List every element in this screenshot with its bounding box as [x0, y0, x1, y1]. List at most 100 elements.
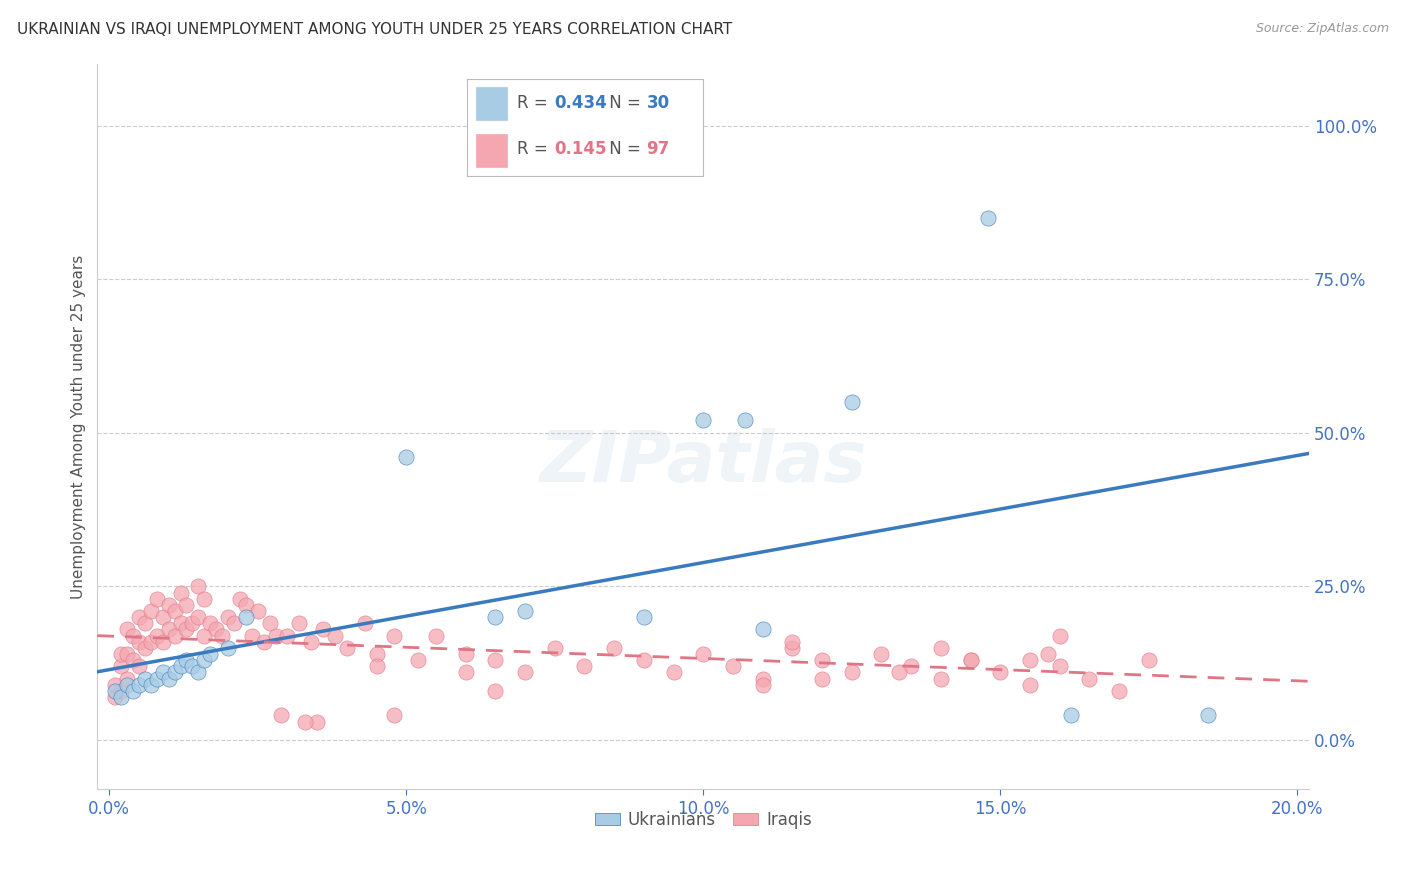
Point: [200, 647, 222, 661]
Point: [751, 678, 773, 692]
Text: Source: ZipAtlas.com: Source: ZipAtlas.com: [1256, 22, 1389, 36]
Point: [115, 647, 138, 661]
Point: [454, 647, 477, 661]
Point: [751, 672, 773, 686]
Point: [1049, 659, 1071, 673]
Point: [977, 211, 1000, 225]
Point: [382, 629, 405, 643]
Point: [181, 659, 204, 673]
Point: [253, 634, 276, 648]
Point: [152, 610, 174, 624]
Point: [988, 665, 1011, 680]
Point: [110, 684, 132, 698]
Point: [574, 659, 596, 673]
Point: [169, 659, 191, 673]
Y-axis label: Unemployment Among Youth under 25 years: Unemployment Among Youth under 25 years: [72, 254, 86, 599]
Point: [222, 616, 245, 631]
Point: [187, 665, 209, 680]
Point: [353, 616, 375, 631]
Point: [484, 653, 506, 667]
Point: [139, 634, 162, 648]
Point: [110, 647, 132, 661]
Point: [425, 629, 447, 643]
Point: [193, 591, 215, 606]
Point: [163, 629, 186, 643]
Point: [662, 665, 685, 680]
Point: [139, 678, 162, 692]
Point: [122, 629, 145, 643]
Point: [382, 708, 405, 723]
Point: [200, 616, 222, 631]
Point: [484, 610, 506, 624]
Point: [193, 653, 215, 667]
Point: [312, 623, 335, 637]
Point: [145, 629, 167, 643]
Point: [169, 616, 191, 631]
Point: [270, 708, 292, 723]
Point: [246, 604, 269, 618]
Point: [276, 629, 298, 643]
Point: [139, 604, 162, 618]
Point: [366, 647, 388, 661]
Point: [633, 610, 655, 624]
Point: [104, 684, 127, 698]
Point: [122, 684, 145, 698]
Point: [721, 659, 744, 673]
Point: [205, 623, 228, 637]
Point: [299, 634, 322, 648]
Point: [134, 640, 156, 655]
Point: [1137, 653, 1160, 667]
Point: [1036, 647, 1059, 661]
Text: UKRAINIAN VS IRAQI UNEMPLOYMENT AMONG YOUTH UNDER 25 YEARS CORRELATION CHART: UKRAINIAN VS IRAQI UNEMPLOYMENT AMONG YO…: [17, 22, 733, 37]
Text: ZIPatlas: ZIPatlas: [540, 428, 868, 498]
Point: [513, 665, 536, 680]
Point: [217, 640, 239, 655]
Point: [157, 598, 180, 612]
Point: [288, 616, 311, 631]
Point: [929, 672, 952, 686]
Point: [128, 610, 150, 624]
Point: [692, 647, 714, 661]
Point: [176, 653, 198, 667]
Point: [193, 629, 215, 643]
Point: [128, 659, 150, 673]
Point: [128, 634, 150, 648]
Point: [115, 678, 138, 692]
Point: [104, 690, 127, 704]
Point: [128, 678, 150, 692]
Point: [235, 610, 257, 624]
Point: [811, 672, 834, 686]
Legend: Ukrainians, Iraqis: Ukrainians, Iraqis: [588, 804, 818, 835]
Point: [734, 413, 756, 427]
Point: [633, 653, 655, 667]
Point: [366, 659, 388, 673]
Point: [454, 665, 477, 680]
Point: [929, 640, 952, 655]
Point: [395, 450, 418, 465]
Point: [1049, 629, 1071, 643]
Point: [692, 413, 714, 427]
Point: [544, 640, 567, 655]
Point: [1197, 708, 1219, 723]
Point: [811, 653, 834, 667]
Point: [307, 714, 329, 729]
Point: [484, 684, 506, 698]
Point: [841, 395, 863, 409]
Point: [115, 623, 138, 637]
Point: [782, 634, 804, 648]
Point: [1060, 708, 1083, 723]
Point: [157, 623, 180, 637]
Point: [134, 672, 156, 686]
Point: [959, 653, 981, 667]
Point: [145, 591, 167, 606]
Point: [1019, 678, 1042, 692]
Point: [1108, 684, 1130, 698]
Point: [157, 672, 180, 686]
Point: [211, 629, 233, 643]
Point: [176, 598, 198, 612]
Point: [294, 714, 316, 729]
Point: [181, 616, 204, 631]
Point: [841, 665, 863, 680]
Point: [235, 598, 257, 612]
Point: [145, 672, 167, 686]
